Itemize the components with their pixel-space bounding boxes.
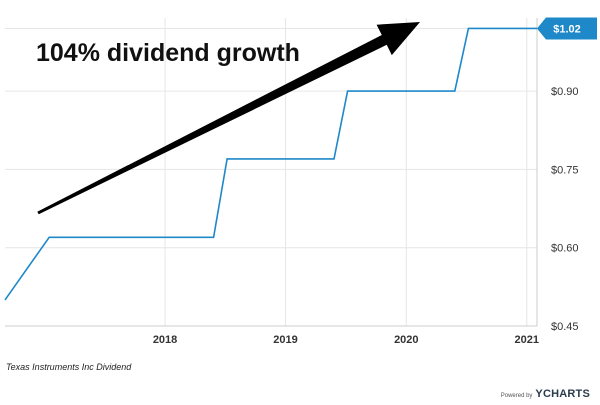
chart-overlay: $1.02 104% dividend growth	[36, 17, 597, 215]
y-tick-label: $0.60	[551, 243, 579, 255]
y-tick-label: $0.45	[551, 321, 579, 333]
powered-by-label: Powered by	[500, 393, 533, 399]
x-tick-label: 2019	[273, 334, 297, 346]
x-tick-label: 2021	[515, 334, 539, 346]
growth-arrow	[37, 22, 421, 215]
chart-lines	[4, 27, 537, 301]
chart-grid	[5, 18, 538, 327]
chart-title: Texas Instruments Inc Dividend	[6, 362, 132, 372]
x-tick-label: 2020	[394, 334, 418, 346]
ycharts-logo: YCHARTS	[535, 388, 590, 400]
chart-ticks: $0.45 $0.60 $0.75 $0.90 2018 2019 2020 2021	[153, 86, 579, 346]
badge-shape	[537, 17, 597, 40]
badge-value: $1.02	[553, 23, 581, 35]
series-line	[4, 27, 537, 301]
y-tick-label: $0.90	[551, 86, 579, 98]
y-tick-label: $0.75	[551, 164, 579, 176]
growth-annotation: 104% dividend growth	[36, 39, 300, 67]
x-tick-label: 2018	[153, 334, 177, 346]
last-value-badge: $1.02	[537, 17, 597, 40]
powered-by-ycharts: Powered by YCHARTS	[501, 388, 590, 400]
